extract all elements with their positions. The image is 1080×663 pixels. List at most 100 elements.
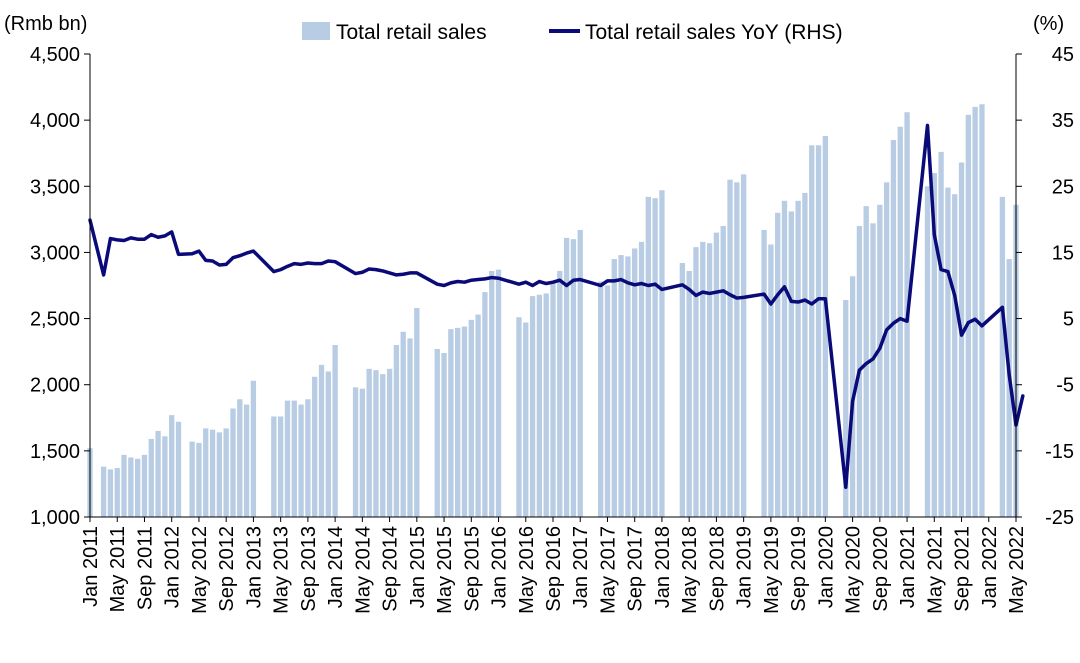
line-layer xyxy=(88,123,1025,489)
bar xyxy=(448,329,454,517)
bar xyxy=(468,319,474,517)
bar xyxy=(822,136,829,517)
bar xyxy=(141,454,148,517)
bar xyxy=(720,225,726,517)
bar xyxy=(952,194,958,517)
bar xyxy=(128,457,134,517)
bar xyxy=(604,285,611,517)
left-tick-label: 4,000 xyxy=(30,110,80,132)
x-tick-label: Sep 2014 xyxy=(380,526,402,612)
bar xyxy=(291,400,297,517)
left-tick-label: 2,500 xyxy=(30,309,80,331)
x-tick-label: Jan 2021 xyxy=(897,526,919,608)
x-tick-label: Sep 2019 xyxy=(788,526,810,612)
x-tick-label: Sep 2017 xyxy=(625,526,647,612)
bar xyxy=(659,190,665,517)
bar xyxy=(175,421,182,517)
bar xyxy=(359,388,366,517)
x-tick-label: May 2021 xyxy=(924,526,946,614)
bar xyxy=(1006,259,1012,517)
legend-bar-swatch xyxy=(302,22,330,40)
bar xyxy=(761,229,767,517)
bar xyxy=(461,326,468,517)
bar xyxy=(114,468,120,517)
left-tick-label: 1,000 xyxy=(30,507,80,529)
x-tick-label: Sep 2020 xyxy=(870,526,892,612)
bar xyxy=(938,151,944,517)
x-tick-label: Jan 2019 xyxy=(734,526,756,608)
x-tick-label: Jan 2016 xyxy=(489,526,511,608)
left-tick-label: 4,500 xyxy=(30,44,80,66)
x-tick-label: May 2018 xyxy=(679,526,701,614)
bar xyxy=(645,196,651,517)
bar xyxy=(543,293,549,517)
bar xyxy=(155,431,161,517)
x-tick-label: May 2019 xyxy=(761,526,783,614)
x-tick-label: Jan 2014 xyxy=(325,526,347,608)
bar xyxy=(945,187,951,518)
legend-line-label: Total retail sales YoY (RHS) xyxy=(585,21,843,44)
bar xyxy=(366,368,372,517)
bar xyxy=(352,387,359,517)
x-tick-label: May 2020 xyxy=(843,526,865,614)
bar xyxy=(100,466,107,517)
x-tick-label: Jan 2017 xyxy=(570,526,592,608)
x-tick-label: Sep 2011 xyxy=(134,526,156,610)
bar xyxy=(877,204,883,517)
bar xyxy=(768,244,774,518)
right-tick-label: 15 xyxy=(1052,242,1074,264)
x-tick-label: Sep 2015 xyxy=(461,526,483,612)
x-tick-label: Sep 2016 xyxy=(543,526,565,612)
bar xyxy=(135,458,141,517)
bar xyxy=(883,182,890,517)
bar xyxy=(386,368,393,517)
x-tick-label: Sep 2021 xyxy=(952,526,974,612)
bar xyxy=(529,296,536,517)
x-tick-label: Jan 2011 xyxy=(80,526,102,607)
bar xyxy=(475,314,481,517)
left-tick-label: 1,500 xyxy=(30,441,80,463)
bar xyxy=(284,400,291,517)
bar xyxy=(230,408,236,517)
bar xyxy=(802,192,808,517)
bar xyxy=(625,256,631,517)
bar xyxy=(325,371,331,517)
bar xyxy=(734,182,740,517)
left-tick-label: 2,000 xyxy=(30,375,80,397)
right-axis-label: (%) xyxy=(1033,13,1064,35)
bars-layer xyxy=(87,104,1019,518)
bar xyxy=(897,126,903,517)
bar xyxy=(516,317,522,517)
bar xyxy=(815,145,822,517)
bar xyxy=(393,345,400,517)
x-tick-label: Jan 2020 xyxy=(815,526,837,608)
bar xyxy=(162,436,168,517)
right-tick-label: -15 xyxy=(1045,441,1074,463)
axes-layer xyxy=(84,53,1022,522)
right-tick-label: 25 xyxy=(1052,176,1074,198)
x-tick-label: May 2016 xyxy=(516,526,538,614)
bar xyxy=(414,307,420,517)
bar xyxy=(243,404,250,517)
legend-bar-label: Total retail sales xyxy=(336,21,487,44)
bar xyxy=(563,237,570,517)
x-tick-label: May 2012 xyxy=(189,526,211,614)
bar xyxy=(570,239,577,517)
x-tick-label: Sep 2012 xyxy=(216,526,238,612)
bar xyxy=(189,441,195,517)
bar xyxy=(931,173,937,517)
bar xyxy=(740,174,747,517)
bar xyxy=(638,241,645,517)
bar xyxy=(373,370,379,517)
bar xyxy=(598,281,604,517)
bar xyxy=(809,145,815,517)
bar xyxy=(209,429,216,517)
x-tick-label: May 2014 xyxy=(352,526,374,614)
bar xyxy=(298,404,304,517)
bar xyxy=(250,380,257,517)
bar xyxy=(523,322,529,517)
bar xyxy=(495,269,502,517)
bar xyxy=(693,247,699,517)
bar xyxy=(679,263,686,517)
